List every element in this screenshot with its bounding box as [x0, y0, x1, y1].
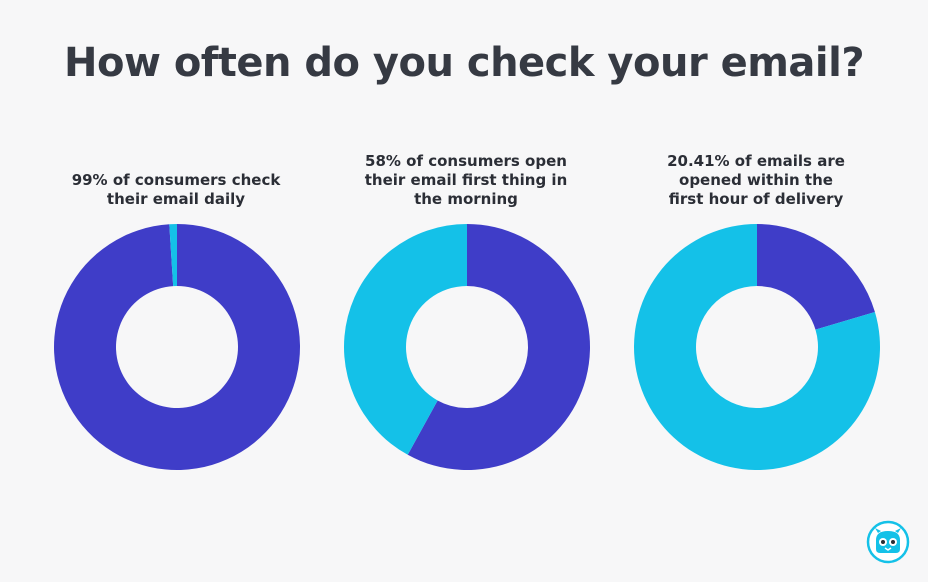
mascot-robot-icon: [866, 520, 910, 564]
chart-3-slice-1: [757, 224, 875, 330]
chart-3-donut: [634, 224, 880, 470]
chart-1-caption-line: 99% of consumers check: [71, 171, 281, 189]
chart-2-caption-line: the morning: [414, 190, 518, 208]
chart-2-slice-1: [407, 224, 590, 470]
chart-2-donut: [344, 224, 590, 470]
chart-1-caption-line: their email daily: [106, 190, 246, 208]
chart-1-donut: [53, 224, 300, 470]
chart-3-caption-line: first hour of delivery: [668, 190, 844, 208]
chart-1-slice-2: [169, 224, 177, 287]
chart-2-caption-line: their email first thing in: [364, 171, 568, 189]
chart-3-caption: 20.41% of emails are opened within the f…: [626, 152, 886, 209]
chart-2-caption-line: 58% of consumers open: [365, 152, 567, 170]
chart-1-slice-1: [53, 224, 300, 470]
chart-3-caption-line: 20.41% of emails are: [667, 152, 845, 170]
chart-3-slice-2: [634, 224, 880, 470]
chart-2-slice-2: [344, 224, 467, 455]
page-title: How often do you check your email?: [63, 40, 865, 86]
chart-2-caption: 58% of consumers open their email first …: [336, 152, 596, 209]
chart-3-caption-line: opened within the: [679, 171, 833, 189]
chart-1-caption: 99% of consumers check their email daily: [46, 171, 306, 209]
